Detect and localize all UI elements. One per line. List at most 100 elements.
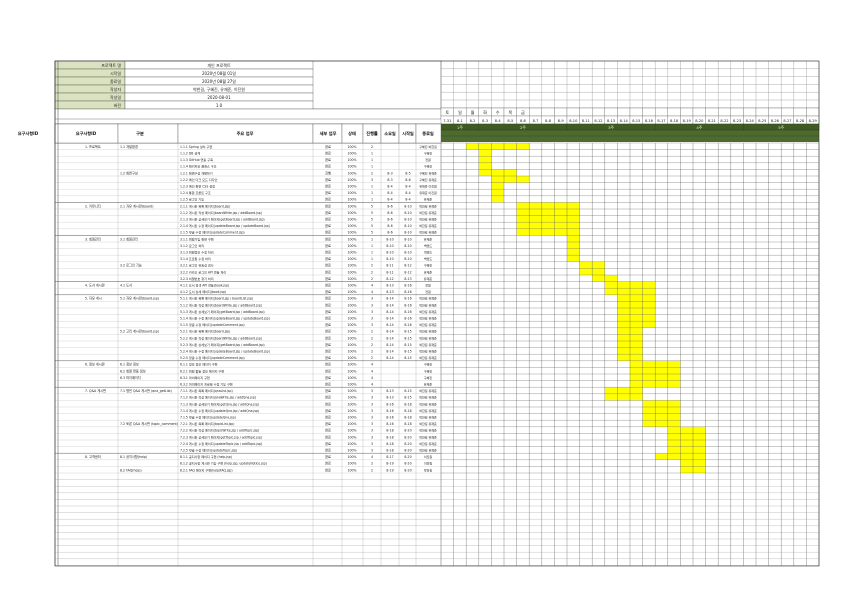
gantt-bar-cell <box>529 222 542 229</box>
row-progress: 100% <box>347 218 356 222</box>
row-end: 8-15 <box>404 336 411 340</box>
row-division: 8.2 FAQ(help) <box>120 468 142 472</box>
row-owner: 유재준 <box>424 236 433 241</box>
row-start: 8-18 <box>386 429 393 433</box>
gantt-bar-cell <box>630 281 643 289</box>
weekday-cell <box>755 107 769 117</box>
gantt-bar-cell <box>642 321 656 328</box>
weekday-cell <box>781 107 794 117</box>
gantt-bar-cell <box>630 380 643 388</box>
row-end: 8-12 <box>404 264 411 268</box>
gantt-bar-cell <box>630 314 643 322</box>
row-owner: 유재준 이진원 <box>419 190 437 195</box>
row-start: 8-17 <box>386 455 393 459</box>
row-days: 5 <box>371 204 373 208</box>
row-status: 완료 <box>325 276 331 281</box>
row-progress: 100% <box>347 237 356 241</box>
gantt-bar-cell <box>655 380 668 388</box>
row-days: 2 <box>371 145 373 149</box>
weekday-label: 화 <box>483 110 487 116</box>
row-start: 8-18 <box>386 449 393 453</box>
row-start: 8-10 <box>386 257 393 261</box>
row-progress: 100% <box>347 244 356 248</box>
row-end: 8-15 <box>404 356 411 360</box>
row-task: 7.2.3 게시판 상세보기 페이지(getTopic.jsp / addTop… <box>180 434 262 439</box>
row-start: 8-14 <box>386 330 393 334</box>
gantt-bar-cell <box>655 420 668 427</box>
gantt-bar-cell <box>680 466 693 473</box>
row-owner: 박한길 유재준 <box>419 448 437 453</box>
row-status: 완료 <box>325 461 331 466</box>
gantt-bar-cell <box>491 189 504 196</box>
row-owner: 박한길 유재준 <box>419 441 437 446</box>
row-end: 8-10 <box>404 251 411 255</box>
weekday-cell <box>592 107 605 117</box>
row-start: 8-10 <box>386 237 393 241</box>
weekday-cell <box>718 107 731 117</box>
gantt-bar-cell <box>504 169 517 176</box>
row-start: 8-3 <box>387 171 392 175</box>
row-status: 완료 <box>325 362 331 367</box>
date-label: 8-7 <box>533 119 539 123</box>
weekday-cell <box>667 107 681 117</box>
row-days: 3 <box>371 435 373 439</box>
date-label: 8-29 <box>809 119 818 123</box>
row-owner: 이진원 <box>424 461 433 466</box>
row-progress: 100% <box>347 264 356 268</box>
row-end: 8-10 <box>404 244 411 248</box>
row-owner: 박한길 유재준 <box>419 349 437 354</box>
row-end: 8-16 <box>404 290 411 294</box>
gantt-bar-cell <box>642 380 656 388</box>
row-category: 6. 정보 게시판 <box>85 362 105 367</box>
row-owner: 전원 <box>425 157 431 162</box>
row-category: 3. 회원관리 <box>85 236 101 241</box>
gantt-bar-cell <box>655 453 668 460</box>
row-division: 4.1 도서 <box>120 283 132 288</box>
row-task: 5.1.4 게시판 수정 페이지(updateBoard.jsp / updat… <box>180 316 270 321</box>
date-label: 8-10 <box>569 119 578 123</box>
row-owner: 박한길 유재준 <box>419 210 437 215</box>
row-status: 완료 <box>325 454 331 459</box>
row-task: 5.1.5 댓글 수정 페이지(updateComment.jsp) <box>180 322 245 327</box>
gantt-bar-cell <box>567 222 580 229</box>
row-owner: 박한길 유재준 <box>419 230 437 235</box>
row-owner: 박한길 유재준 <box>419 217 437 222</box>
row-owner: 구혜진 <box>424 362 433 367</box>
gantt-bar-cell <box>630 393 643 401</box>
row-days: 3 <box>371 396 373 400</box>
gantt-bar-cell <box>642 288 656 295</box>
row-days: 2 <box>371 264 373 268</box>
gantt-bar-cell <box>491 143 504 150</box>
gantt-bar-cell <box>642 407 656 414</box>
header-label: 요구사항ID <box>76 130 97 137</box>
gantt-bar-cell <box>617 354 630 361</box>
gantt-bar-cell <box>693 433 706 440</box>
row-progress: 100% <box>347 231 356 235</box>
header-cell <box>415 123 442 144</box>
weekday-label: 금 <box>521 110 525 115</box>
row-progress: 100% <box>347 455 356 459</box>
row-task: 6.1.1 정보 정보 페이지 구현 <box>180 362 218 367</box>
row-days: 4 <box>371 369 373 373</box>
row-status: 완료 <box>325 316 331 321</box>
row-end: 8-16 <box>404 303 411 307</box>
gantt-bar-cell <box>491 195 504 203</box>
row-days: 1 <box>371 198 373 202</box>
weekday-label: 토 <box>445 110 449 115</box>
sheet-frame <box>54 60 820 567</box>
weekday-cell <box>629 107 643 117</box>
date-label: 8-16 <box>645 119 654 123</box>
row-owner: 박한길 유재준 <box>419 296 437 301</box>
row-owner: 이진원 <box>424 454 433 459</box>
row-end: 8-4 <box>405 198 410 202</box>
gantt-bar-cell <box>478 162 492 170</box>
row-days: 1 <box>371 244 373 248</box>
gantt-bar-cell <box>617 301 630 308</box>
row-owner: 박한길 유재준 <box>419 203 437 208</box>
info-label: 작성자 <box>110 86 121 92</box>
row-status: 완료 <box>325 243 331 248</box>
row-owner: 박한길 유재준 <box>419 342 437 347</box>
gantt-bar-cell <box>617 314 630 322</box>
row-days: 2 <box>371 171 373 175</box>
row-task: 1.2.2 메인 다크 모드 디자인 <box>180 177 218 182</box>
